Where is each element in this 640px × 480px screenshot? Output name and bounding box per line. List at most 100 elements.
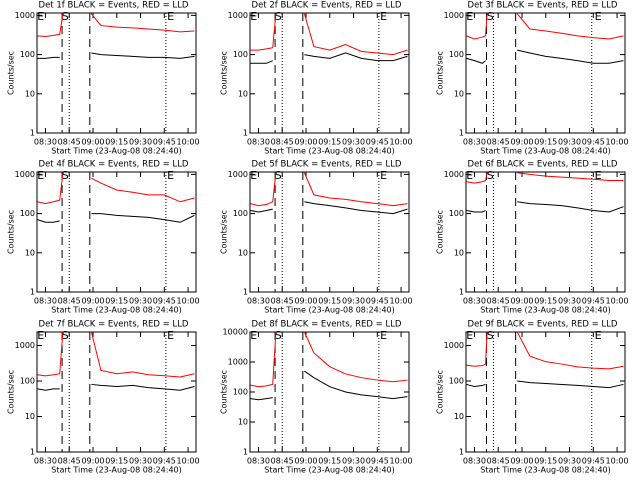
y-axis-label: Counts/sec xyxy=(220,51,229,95)
y-axis-label: Counts/sec xyxy=(220,210,229,254)
x-tick-label: 09:45 xyxy=(153,457,176,466)
annotation: E xyxy=(466,10,473,23)
x-tick-label: 09:45 xyxy=(153,138,176,147)
x-tick-label: 08:45 xyxy=(58,297,81,306)
x-tick-label: 09:00 xyxy=(81,138,104,147)
x-tick-label: 09:15 xyxy=(318,297,341,306)
y-tick-label: 1 xyxy=(30,288,35,297)
y-tick-label: 1000 xyxy=(228,170,248,179)
chart-title: Det 5f BLACK = Events, RED = LLD xyxy=(252,160,402,170)
series-line xyxy=(37,172,195,205)
y-tick-label: 10 xyxy=(454,89,464,98)
x-tick-label: 10:00 xyxy=(606,138,629,147)
x-tick-label: 10:00 xyxy=(390,138,413,147)
plot-frame xyxy=(465,331,626,453)
y-tick-label: 100 xyxy=(449,50,464,59)
x-tick-label: 08:45 xyxy=(58,457,81,466)
y-axis-label: Counts/sec xyxy=(220,370,229,414)
annotation: E xyxy=(37,329,44,342)
chart-title: Det 1f BLACK = Events, RED = LLD xyxy=(39,1,189,11)
x-tick-label: 08:45 xyxy=(271,138,294,147)
x-tick-label: 08:45 xyxy=(487,297,510,306)
series-line xyxy=(466,331,624,370)
annotation: E xyxy=(167,329,174,342)
annotation: S xyxy=(62,10,69,23)
x-tick-label: 09:30 xyxy=(342,138,365,147)
y-axis-label: Counts/sec xyxy=(7,370,16,414)
annotation: E xyxy=(466,169,473,182)
annotation: E xyxy=(595,329,602,342)
x-tick-label: 09:45 xyxy=(582,138,605,147)
annotation: S xyxy=(275,329,282,342)
x-axis-label: Start Time (23-Aug-08 08:24:40) xyxy=(51,466,182,475)
x-tick-label: 08:30 xyxy=(247,297,270,306)
annotation: E xyxy=(380,10,387,23)
y-tick-label: 1 xyxy=(459,129,464,138)
series-line xyxy=(250,52,408,64)
annotation: E xyxy=(167,169,174,182)
y-tick-label: 1000 xyxy=(15,341,35,350)
x-tick-label: 09:15 xyxy=(318,138,341,147)
annotation: S xyxy=(487,169,494,182)
series-line xyxy=(250,172,408,207)
x-axis-label: Start Time (23-Aug-08 08:24:40) xyxy=(264,147,395,156)
y-tick-label: 100 xyxy=(449,209,464,218)
series-line xyxy=(37,331,195,378)
x-axis-label: Start Time (23-Aug-08 08:24:40) xyxy=(51,147,182,156)
y-axis-label: Counts/sec xyxy=(436,210,445,254)
x-tick-label: 09:00 xyxy=(294,138,317,147)
annotation: S xyxy=(62,169,69,182)
series-line xyxy=(37,52,195,59)
series-line xyxy=(466,201,624,213)
x-tick-label: 10:00 xyxy=(606,297,629,306)
x-tick-label: 09:15 xyxy=(534,457,557,466)
annotation: E xyxy=(250,169,257,182)
x-tick-label: 09:00 xyxy=(510,457,533,466)
x-tick-label: 09:15 xyxy=(105,138,128,147)
series-line xyxy=(37,213,195,223)
y-tick-label: 1 xyxy=(459,448,464,457)
x-tick-label: 10:00 xyxy=(177,457,200,466)
y-axis-label: Counts/sec xyxy=(436,370,445,414)
plot-frame xyxy=(36,331,197,453)
y-tick-label: 1 xyxy=(459,288,464,297)
plot-frame xyxy=(249,331,410,453)
y-tick-label: 100 xyxy=(449,376,464,385)
series-line xyxy=(250,13,408,56)
y-tick-label: 100 xyxy=(20,376,35,385)
y-tick-label: 100 xyxy=(233,388,248,397)
y-tick-label: 100 xyxy=(233,209,248,218)
x-tick-label: 09:45 xyxy=(366,457,389,466)
series-line xyxy=(250,370,408,401)
x-tick-label: 10:00 xyxy=(390,457,413,466)
series-line xyxy=(466,49,624,64)
annotation: S xyxy=(275,169,282,182)
y-tick-label: 1 xyxy=(30,129,35,138)
y-tick-label: 100 xyxy=(20,209,35,218)
x-tick-label: 10:00 xyxy=(390,297,413,306)
x-axis-label: Start Time (23-Aug-08 08:24:40) xyxy=(480,306,611,315)
chart-title: Det 4f BLACK = Events, RED = LLD xyxy=(39,160,189,170)
y-tick-label: 1 xyxy=(243,129,248,138)
y-tick-label: 10 xyxy=(238,418,248,427)
x-tick-label: 08:30 xyxy=(247,457,270,466)
y-tick-label: 10000 xyxy=(223,328,248,337)
x-tick-label: 09:00 xyxy=(510,297,533,306)
x-tick-label: 09:00 xyxy=(81,457,104,466)
x-tick-label: 08:45 xyxy=(487,457,510,466)
y-tick-label: 10 xyxy=(238,248,248,257)
chart-title: Det 7f BLACK = Events, RED = LLD xyxy=(39,320,189,330)
x-tick-label: 09:45 xyxy=(582,297,605,306)
chart-title: Det 3f BLACK = Events, RED = LLD xyxy=(468,1,618,11)
x-tick-label: 08:45 xyxy=(487,138,510,147)
chart-title: Det 2f BLACK = Events, RED = LLD xyxy=(252,1,402,11)
y-tick-label: 1000 xyxy=(228,358,248,367)
x-axis-label: Start Time (23-Aug-08 08:24:40) xyxy=(264,466,395,475)
x-axis-label: Start Time (23-Aug-08 08:24:40) xyxy=(264,306,395,315)
y-tick-label: 1 xyxy=(30,448,35,457)
series-line xyxy=(37,383,195,391)
annotation: E xyxy=(595,169,602,182)
x-tick-label: 09:15 xyxy=(534,138,557,147)
x-tick-label: 09:15 xyxy=(534,297,557,306)
